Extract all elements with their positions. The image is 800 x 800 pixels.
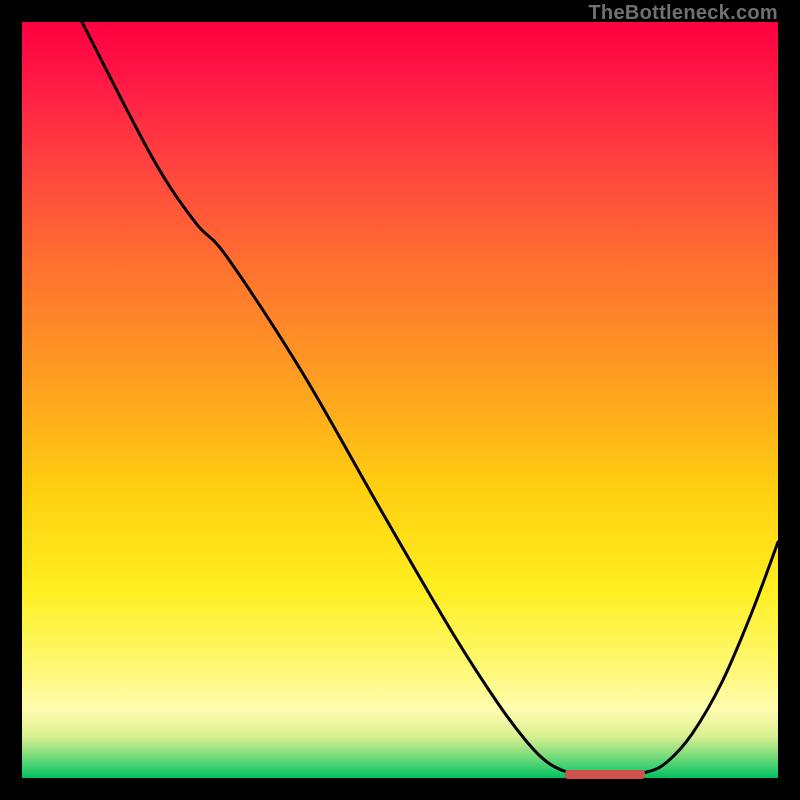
plot-area <box>22 22 778 778</box>
curve-layer <box>22 22 778 778</box>
optimum-marker <box>565 770 645 779</box>
bottleneck-curve <box>82 22 778 775</box>
